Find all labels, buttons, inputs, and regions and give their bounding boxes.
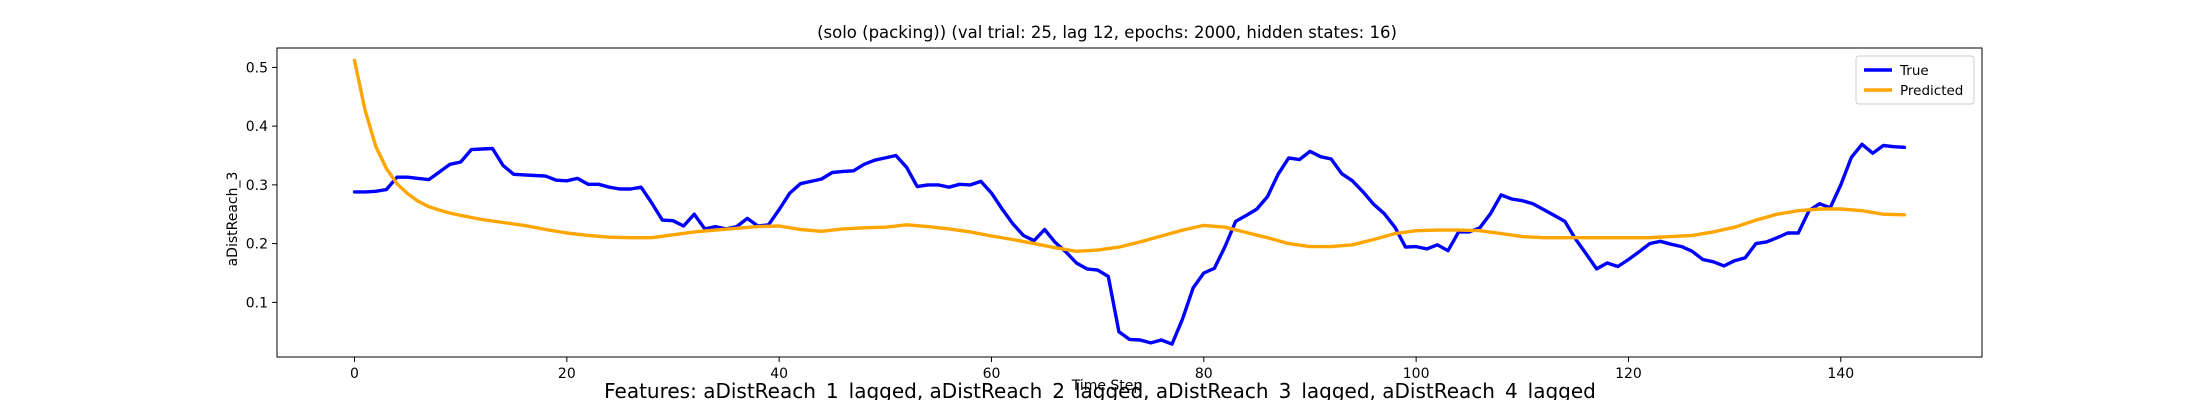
- y-tick-label: 0.1: [246, 295, 268, 311]
- x-tick-label: 0: [350, 366, 359, 382]
- x-axis: 0 20 40 60 80 100 120 140: [350, 357, 1854, 382]
- y-axis-label: aDistReach_3: [225, 172, 241, 267]
- y-tick-label: 0.2: [246, 237, 268, 253]
- x-tick-label: 80: [1195, 366, 1213, 382]
- plot-frame: [276, 47, 1983, 358]
- x-tick-label: 140: [1827, 366, 1854, 382]
- x-tick-label: 20: [558, 366, 576, 382]
- legend-box: [1855, 55, 1975, 105]
- y-tick-label: 0.5: [246, 60, 268, 76]
- series-line-predicted: [352, 58, 1907, 254]
- y-axis: 0.1 0.2 0.3 0.4 0.5: [246, 60, 277, 311]
- series-line-true: [352, 142, 1907, 346]
- legend-label-true: True: [1899, 63, 1929, 79]
- x-tick-label: 60: [983, 366, 1001, 382]
- x-tick-label: 40: [770, 366, 788, 382]
- figure-caption: Features: aDistReach_1_lagged, aDistReac…: [604, 379, 1596, 400]
- x-tick-label: 120: [1615, 366, 1642, 382]
- y-tick-label: 0.3: [246, 178, 268, 194]
- y-tick-label: 0.4: [246, 119, 268, 135]
- plot-area: [352, 58, 1907, 346]
- legend: True Predicted: [1855, 55, 1975, 105]
- x-axis-label: Time Step: [1071, 378, 1143, 394]
- x-tick-label: 100: [1403, 366, 1430, 382]
- chart-title: (solo (packing)) (val trial: 25, lag 12,…: [817, 23, 1397, 42]
- legend-label-predicted: Predicted: [1900, 83, 1963, 99]
